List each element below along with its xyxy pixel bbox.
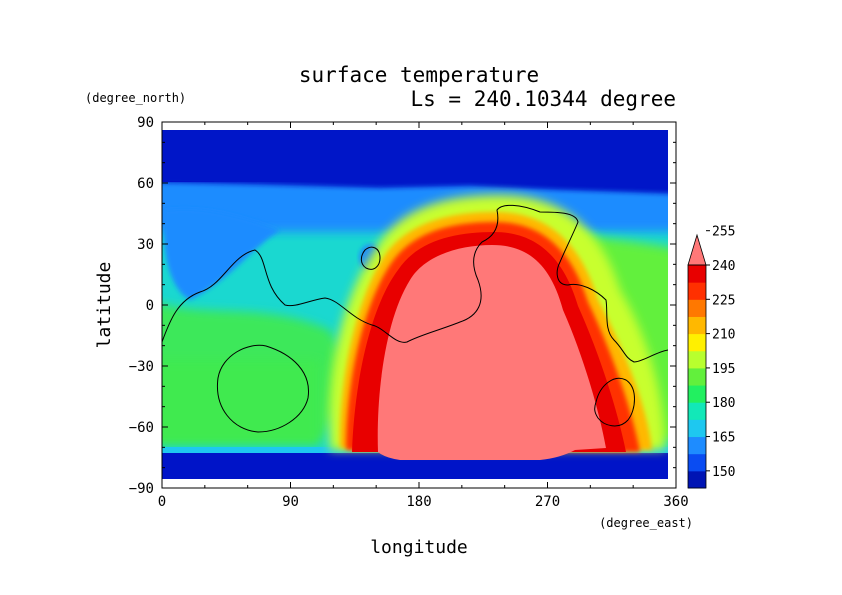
chart-subtitle: Ls = 240.10344 degree xyxy=(410,87,676,111)
colorbar-segment xyxy=(688,470,706,489)
colorbar-label: 150 xyxy=(712,465,735,480)
colorbar-segment xyxy=(688,367,706,386)
x-axis-label: longitude xyxy=(370,537,468,558)
y-units-label: (degree_north) xyxy=(85,91,186,105)
chart-title: surface temperature xyxy=(299,63,539,87)
y-tick-label: 60 xyxy=(137,176,154,192)
colorbar-label: 195 xyxy=(712,362,735,377)
contour-south-west xyxy=(216,344,309,433)
colorbar-label: 225 xyxy=(712,293,735,308)
y-tick-label: 90 xyxy=(137,115,154,131)
colorbar-label: 240 xyxy=(712,259,735,274)
colorbar: 150 165 180 195 210 225 240 255 xyxy=(687,225,735,489)
x-tick-label: 360 xyxy=(663,494,688,510)
axes: 0 90 180 270 360 90 60 30 0 −30 −60 −90 xyxy=(129,115,689,510)
y-tick-label: −30 xyxy=(129,359,154,375)
colorbar-label: 255 xyxy=(712,225,735,240)
x-tick-label: 180 xyxy=(406,494,431,510)
y-axis-label: latitude xyxy=(94,262,115,349)
x-tick-label: 0 xyxy=(158,494,166,510)
colorbar-segment xyxy=(688,265,706,283)
green-band-west-south xyxy=(162,360,320,445)
colorbar-label: 210 xyxy=(712,328,735,343)
colorbar-segment xyxy=(688,402,706,420)
colorbar-segment xyxy=(688,299,706,317)
y-tick-label: −60 xyxy=(129,420,154,436)
colorbar-label: 165 xyxy=(712,431,735,446)
colorbar-extend-triangle xyxy=(687,233,707,266)
colorbar-segment xyxy=(688,419,706,438)
colorbar-segment xyxy=(688,282,706,300)
x-tick-label: 270 xyxy=(535,494,560,510)
contour-island xyxy=(360,246,381,270)
y-tick-label: 0 xyxy=(146,298,154,314)
colorbar-segment xyxy=(688,453,706,472)
north-cap-edge xyxy=(162,130,668,194)
y-tick-label: −90 xyxy=(129,481,154,497)
colorbar-segment xyxy=(688,316,706,335)
colorbar-segment xyxy=(688,436,706,455)
x-units-label: (degree_east) xyxy=(599,516,693,530)
heatmap-field xyxy=(162,130,668,479)
y-tick-label: 30 xyxy=(137,237,154,253)
x-tick-label: 90 xyxy=(282,494,299,510)
contour-west xyxy=(162,204,668,363)
blue-patch-west xyxy=(163,208,280,300)
colorbar-segment xyxy=(688,333,706,352)
contour-south-east xyxy=(594,378,635,427)
colorbar-segment xyxy=(688,385,706,403)
colorbar-label: 180 xyxy=(712,396,735,411)
colorbar-frame xyxy=(687,264,707,489)
colorbar-segment xyxy=(688,350,706,369)
warm-core-pink xyxy=(377,245,606,460)
